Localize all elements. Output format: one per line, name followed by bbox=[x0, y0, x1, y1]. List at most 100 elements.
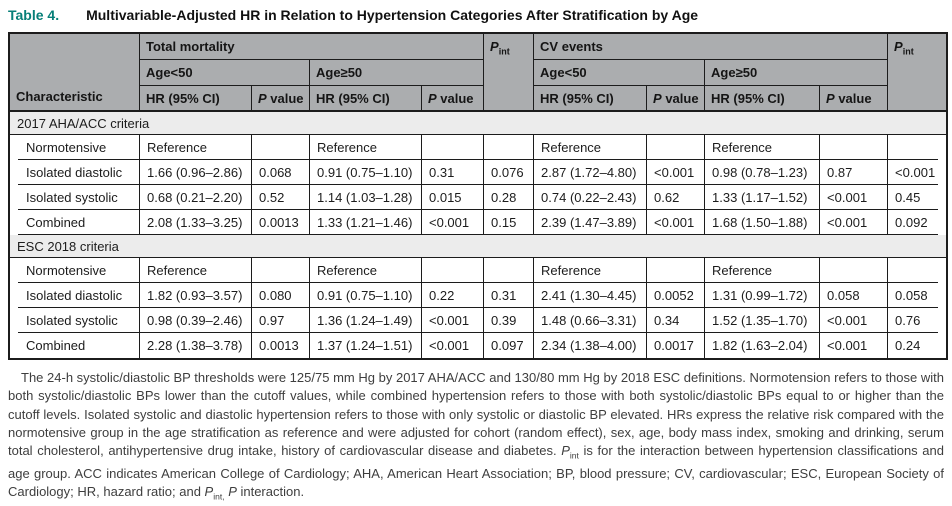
p-value-cell: <0.001 bbox=[422, 308, 485, 333]
p-value-cell bbox=[422, 258, 485, 283]
p-int-cell: 0.31 bbox=[484, 283, 535, 308]
footnote-text: The 24-h systolic/diastolic BP threshold… bbox=[8, 370, 944, 459]
hr-ci-cell: 0.68 (0.21–2.20) bbox=[140, 185, 252, 210]
hr-ci-cell: 0.98 (0.78–1.23) bbox=[705, 160, 821, 185]
hr-ci-cell: Reference bbox=[310, 135, 422, 160]
p-value-cell: 0.97 bbox=[252, 308, 310, 333]
p-value-cell: 0.0052 bbox=[647, 283, 706, 308]
hr-ci-cell: 1.52 (1.35–1.70) bbox=[705, 308, 821, 333]
hr-ci-cell: 1.14 (1.03–1.28) bbox=[310, 185, 422, 210]
p-value-cell: <0.001 bbox=[647, 210, 706, 235]
p-int-subscript: int bbox=[902, 46, 914, 57]
p-int-italic: P bbox=[204, 484, 214, 500]
hr-ci-cell: Reference bbox=[534, 258, 648, 283]
table-header: Characteristic Total mortality Pint CV e… bbox=[10, 34, 947, 112]
age-lt-50-header: Age<50 bbox=[140, 60, 310, 86]
characteristic-header: Characteristic bbox=[10, 34, 140, 112]
hr-ci-cell: 2.34 (1.38–4.00) bbox=[534, 333, 648, 358]
table-body: 2017 AHA/ACC criteria Normotensive Refer… bbox=[10, 112, 947, 358]
header-row-age: Age<50 Age≥50 Age<50 Age≥50 bbox=[10, 60, 946, 86]
hr-ci-cell: 1.31 (0.99–1.72) bbox=[705, 283, 821, 308]
p-value-cell: 0.068 bbox=[252, 160, 310, 185]
hr-ci-cell: 2.39 (1.47–3.89) bbox=[534, 210, 648, 235]
p-value-header: P value bbox=[422, 86, 485, 112]
row-label: Combined bbox=[10, 210, 140, 235]
p-value-cell: 0.015 bbox=[422, 185, 485, 210]
p-value-rest: value bbox=[661, 90, 699, 106]
hr-ci-cell: 1.82 (1.63–2.04) bbox=[705, 333, 821, 358]
hr-ci-cell: 2.08 (1.33–3.25) bbox=[140, 210, 252, 235]
hr-ci-header: HR (95% CI) bbox=[534, 86, 648, 112]
hr-ci-header: HR (95% CI) bbox=[705, 86, 821, 112]
row-label: Isolated systolic bbox=[10, 308, 140, 333]
section-title: 2017 AHA/ACC criteria bbox=[10, 112, 947, 135]
row-isolated-systolic: Isolated systolic 0.68 (0.21–2.20) 0.52 … bbox=[10, 185, 947, 210]
p-value-cell: 0.52 bbox=[252, 185, 310, 210]
p-int-subscript: int, bbox=[213, 491, 225, 502]
p-value-cell: 0.34 bbox=[647, 308, 706, 333]
p-int-cell: 0.45 bbox=[888, 185, 947, 210]
hr-ci-cell: 2.28 (1.38–3.78) bbox=[140, 333, 252, 358]
row-isolated-diastolic: Isolated diastolic 1.82 (0.93–3.57) 0.08… bbox=[10, 283, 947, 308]
p-italic: P bbox=[826, 90, 835, 106]
p-value-header: P value bbox=[647, 86, 706, 112]
p-int-cell: 0.39 bbox=[484, 308, 535, 333]
p-italic: P bbox=[228, 484, 237, 500]
p-int-cell: 0.092 bbox=[888, 210, 947, 235]
age-ge-50-header: Age≥50 bbox=[705, 60, 889, 86]
p-value-cell: 0.0013 bbox=[252, 210, 310, 235]
row-combined: Combined 2.08 (1.33–3.25) 0.0013 1.33 (1… bbox=[10, 210, 947, 235]
p-int-italic: P bbox=[561, 443, 570, 459]
p-value-cell bbox=[820, 258, 889, 283]
table-title: Multivariable-Adjusted HR in Relation to… bbox=[86, 7, 699, 23]
p-value-cell: 0.62 bbox=[647, 185, 706, 210]
hr-ci-cell: 0.98 (0.39–2.46) bbox=[140, 308, 252, 333]
hr-ci-cell: Reference bbox=[140, 258, 252, 283]
row-normotensive: Normotensive Reference Reference Referen… bbox=[10, 258, 947, 283]
p-int-cell: <0.001 bbox=[888, 160, 947, 185]
hr-ci-cell: Reference bbox=[705, 258, 821, 283]
table-caption: Table 4. Multivariable-Adjusted HR in Rel… bbox=[8, 7, 944, 23]
hr-ci-cell: Reference bbox=[534, 135, 648, 160]
row-label: Combined bbox=[10, 333, 140, 358]
p-int-cell: 0.076 bbox=[484, 160, 535, 185]
p-value-cell: <0.001 bbox=[422, 333, 485, 358]
p-int-cell bbox=[888, 135, 947, 160]
hr-ci-cell: 1.33 (1.21–1.46) bbox=[310, 210, 422, 235]
row-normotensive: Normotensive Reference Reference Referen… bbox=[10, 135, 947, 160]
section-row-aha-acc: 2017 AHA/ACC criteria bbox=[10, 112, 947, 135]
p-value-cell bbox=[647, 135, 706, 160]
p-italic: P bbox=[428, 90, 437, 106]
p-value-cell: <0.001 bbox=[422, 210, 485, 235]
p-int-cell: 0.28 bbox=[484, 185, 535, 210]
hr-ci-cell: 1.66 (0.96–2.86) bbox=[140, 160, 252, 185]
row-label: Normotensive bbox=[10, 135, 140, 160]
table-footnote: The 24-h systolic/diastolic BP threshold… bbox=[8, 369, 944, 506]
p-int-cell: 0.097 bbox=[484, 333, 535, 358]
table-number-label: Table 4. bbox=[8, 7, 60, 23]
hr-ci-cell: 0.74 (0.22–2.43) bbox=[534, 185, 648, 210]
p-value-cell bbox=[252, 258, 310, 283]
p-int-italic: P bbox=[490, 39, 499, 54]
p-value-cell: <0.001 bbox=[647, 160, 706, 185]
hr-ci-cell: Reference bbox=[705, 135, 821, 160]
hr-ci-cell: 0.91 (0.75–1.10) bbox=[310, 160, 422, 185]
p-value-cell: <0.001 bbox=[820, 185, 889, 210]
p-value-cell: 0.058 bbox=[820, 283, 889, 308]
row-combined: Combined 2.28 (1.38–3.78) 0.0013 1.37 (1… bbox=[10, 333, 947, 358]
p-value-cell bbox=[252, 135, 310, 160]
p-int-cell: 0.24 bbox=[888, 333, 947, 358]
hr-ci-cell: 1.48 (0.66–3.31) bbox=[534, 308, 648, 333]
p-int-subscript: int bbox=[569, 450, 579, 461]
hr-ci-cell: 1.36 (1.24–1.49) bbox=[310, 308, 422, 333]
row-label: Normotensive bbox=[10, 258, 140, 283]
hr-table: Characteristic Total mortality Pint CV e… bbox=[8, 32, 949, 360]
age-ge-50-header: Age≥50 bbox=[310, 60, 485, 86]
cv-events-header: CV events bbox=[534, 34, 889, 60]
p-int-cell: 0.058 bbox=[888, 283, 947, 308]
p-int-cell bbox=[484, 135, 535, 160]
p-value-cell: 0.31 bbox=[422, 160, 485, 185]
p-value-cell: 0.87 bbox=[820, 160, 889, 185]
p-value-cell: 0.22 bbox=[422, 283, 485, 308]
p-value-cell: <0.001 bbox=[820, 210, 889, 235]
